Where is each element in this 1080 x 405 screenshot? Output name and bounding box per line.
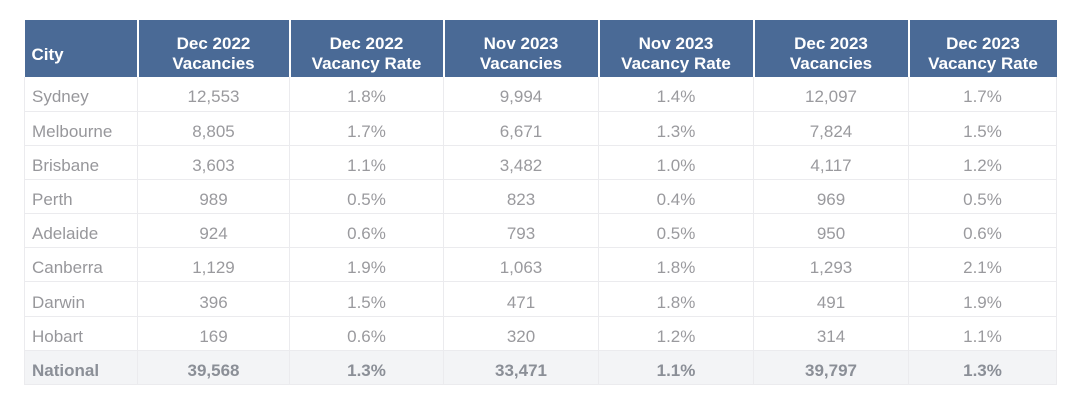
cell-value: 39,568 — [137, 350, 290, 385]
cell-value: 1.7% — [908, 77, 1057, 112]
cell-value: 0.6% — [289, 213, 444, 249]
cell-value: 1.1% — [289, 145, 444, 180]
table-row-melbourne: Melbourne 8,805 1.7% 6,671 1.3% 7,824 1.… — [24, 111, 1057, 146]
cell-value: 0.5% — [289, 179, 444, 215]
header-row: City Dec 2022 Vacancies Dec 2022 Vacancy R… — [24, 20, 1057, 77]
cell-value: 314 — [753, 316, 909, 351]
cell-value: 396 — [137, 281, 290, 317]
header-dec2022-vacancy-rate: Dec 2022 Vacancy Rate — [289, 20, 445, 77]
cell-city: Melbourne — [24, 111, 138, 146]
header-dec2023-vacancy-rate: Dec 2023 Vacancy Rate — [908, 20, 1057, 77]
header-nov2023-vacancies: Nov 2023 Vacancies — [443, 20, 600, 77]
cell-value: 471 — [443, 281, 599, 317]
cell-value: 4,117 — [753, 145, 909, 180]
cell-value: 1.3% — [598, 111, 754, 146]
cell-value: 823 — [443, 179, 599, 215]
cell-city: Adelaide — [24, 213, 138, 249]
table-header: City Dec 2022 Vacancies Dec 2022 Vacancy R… — [24, 20, 1057, 77]
header-dec2023-vacancies: Dec 2023 Vacancies — [753, 20, 910, 77]
cell-value: 950 — [753, 213, 909, 249]
cell-value: 1.3% — [908, 350, 1057, 385]
cell-value: 169 — [137, 316, 290, 351]
cell-value: 0.5% — [908, 179, 1057, 215]
cell-value: 39,797 — [753, 350, 909, 385]
cell-value: 1.2% — [598, 316, 754, 351]
cell-value: 1,129 — [137, 247, 290, 283]
cell-value: 1,063 — [443, 247, 599, 283]
cell-value: 969 — [753, 179, 909, 215]
cell-value: 1.7% — [289, 111, 444, 146]
cell-value: 1.9% — [289, 247, 444, 283]
cell-value: 1.9% — [908, 281, 1057, 317]
cell-value: 0.6% — [908, 213, 1057, 249]
cell-value: 12,553 — [137, 77, 290, 112]
table-row-darwin: Darwin 396 1.5% 471 1.8% 491 1.9% — [24, 281, 1057, 317]
cell-city: Canberra — [24, 247, 138, 283]
cell-value: 924 — [137, 213, 290, 249]
cell-value: 1.5% — [289, 281, 444, 317]
cell-value: 989 — [137, 179, 290, 215]
table-row-brisbane: Brisbane 3,603 1.1% 3,482 1.0% 4,117 1.2… — [24, 145, 1057, 180]
cell-value: 1.4% — [598, 77, 754, 112]
header-dec2022-vacancies: Dec 2022 Vacancies — [137, 20, 291, 77]
table-row-national-total: National 39,568 1.3% 33,471 1.1% 39,797 … — [24, 350, 1057, 385]
table-row-adelaide: Adelaide 924 0.6% 793 0.5% 950 0.6% — [24, 213, 1057, 249]
table-row-canberra: Canberra 1,129 1.9% 1,063 1.8% 1,293 2.1… — [24, 247, 1057, 283]
cell-value: 6,671 — [443, 111, 599, 146]
cell-value: 1.3% — [289, 350, 444, 385]
cell-value: 0.4% — [598, 179, 754, 215]
cell-value: 8,805 — [137, 111, 290, 146]
cell-value: 9,994 — [443, 77, 599, 112]
cell-value: 1.8% — [598, 281, 754, 317]
cell-city: Sydney — [24, 77, 138, 112]
header-city: City — [24, 20, 139, 77]
rental-vacancy-table: City Dec 2022 Vacancies Dec 2022 Vacancy R… — [24, 20, 1057, 385]
cell-value: 1.0% — [598, 145, 754, 180]
cell-value: 793 — [443, 213, 599, 249]
cell-value: 0.6% — [289, 316, 444, 351]
cell-value: 33,471 — [443, 350, 599, 385]
cell-value: 1.2% — [908, 145, 1057, 180]
cell-city: Darwin — [24, 281, 138, 317]
cell-value: 1.1% — [598, 350, 754, 385]
vacancy-table-container: City Dec 2022 Vacancies Dec 2022 Vacancy R… — [24, 20, 1057, 385]
cell-value: 1.8% — [289, 77, 444, 112]
cell-value: 1.5% — [908, 111, 1057, 146]
cell-value: 12,097 — [753, 77, 909, 112]
cell-value: 3,603 — [137, 145, 290, 180]
cell-value: 491 — [753, 281, 909, 317]
cell-value: 1.1% — [908, 316, 1057, 351]
cell-city: Brisbane — [24, 145, 138, 180]
table-row-sydney: Sydney 12,553 1.8% 9,994 1.4% 12,097 1.7… — [24, 77, 1057, 112]
cell-value: 0.5% — [598, 213, 754, 249]
cell-city: National — [24, 350, 138, 385]
table-body: Sydney 12,553 1.8% 9,994 1.4% 12,097 1.7… — [24, 77, 1057, 385]
cell-city: Hobart — [24, 316, 138, 351]
cell-value: 3,482 — [443, 145, 599, 180]
cell-value: 1.8% — [598, 247, 754, 283]
cell-value: 1,293 — [753, 247, 909, 283]
table-row-perth: Perth 989 0.5% 823 0.4% 969 0.5% — [24, 179, 1057, 215]
cell-value: 320 — [443, 316, 599, 351]
header-nov2023-vacancy-rate: Nov 2023 Vacancy Rate — [598, 20, 755, 77]
cell-value: 7,824 — [753, 111, 909, 146]
cell-city: Perth — [24, 179, 138, 215]
table-row-hobart: Hobart 169 0.6% 320 1.2% 314 1.1% — [24, 316, 1057, 351]
cell-value: 2.1% — [908, 247, 1057, 283]
